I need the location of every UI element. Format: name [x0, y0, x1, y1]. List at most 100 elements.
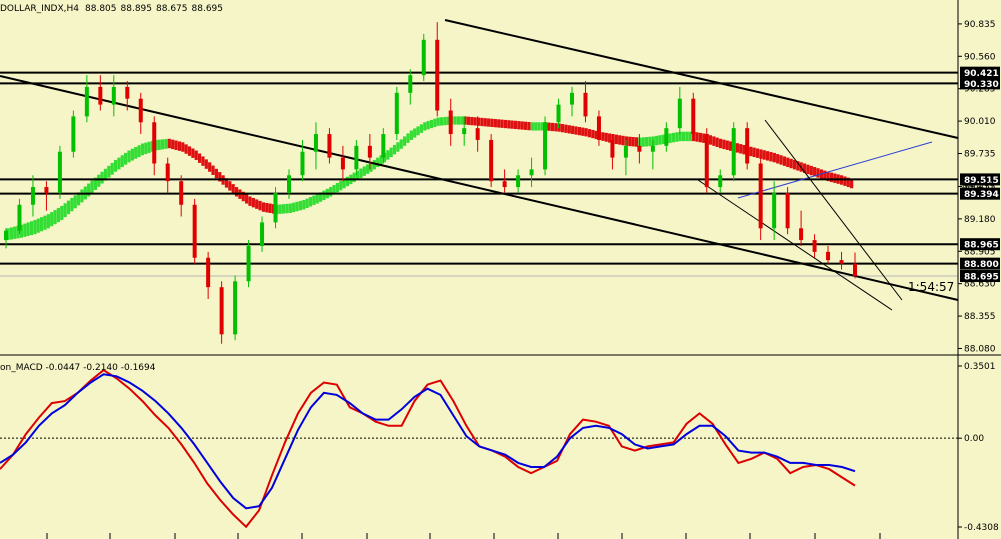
- macd-main-line: [0, 368, 856, 529]
- candle-body: [287, 175, 291, 193]
- candle-body: [489, 139, 494, 182]
- cloud-bar: [729, 141, 733, 151]
- candle-body: [475, 128, 480, 140]
- cloud-bar: [426, 121, 430, 130]
- cloud-bar: [702, 133, 706, 143]
- cloud-bar: [73, 195, 77, 209]
- cloud-bar: [396, 142, 400, 152]
- cloud-bar: [507, 120, 511, 129]
- cloud-bar: [110, 162, 114, 175]
- candle-body: [677, 98, 682, 129]
- cloud-bar: [759, 149, 763, 159]
- candle-body: [71, 116, 76, 152]
- candle-body: [192, 204, 197, 258]
- cloud-bar: [453, 116, 457, 125]
- price-tick-label: 88.630: [964, 280, 996, 290]
- cloud-bar: [335, 182, 339, 193]
- candle-body: [152, 122, 157, 164]
- candle-body: [448, 110, 453, 135]
- candle-body: [799, 228, 804, 241]
- candle-body: [233, 281, 238, 335]
- candle-body: [340, 157, 345, 170]
- candle-body: [516, 175, 521, 188]
- price-level-label: 88.965: [964, 241, 999, 251]
- cloud-bar: [251, 197, 255, 208]
- cloud-bar: [769, 152, 773, 162]
- cloud-bar: [184, 144, 188, 154]
- cloud-bar: [645, 137, 649, 147]
- cloud-bar: [419, 124, 424, 133]
- candle-body: [165, 163, 170, 182]
- cloud-bar: [218, 172, 222, 182]
- cloud-bar: [715, 137, 719, 148]
- cloud-bar: [103, 168, 108, 181]
- cloud-bar: [524, 121, 528, 130]
- cloud-bar: [571, 125, 575, 135]
- cloud-bar: [201, 156, 205, 166]
- cloud-bar: [527, 121, 531, 131]
- ohlc-close: 88.695: [192, 4, 224, 14]
- cloud-bar: [100, 171, 104, 184]
- candle-body: [125, 86, 130, 99]
- candle-body: [745, 128, 750, 164]
- candle-body: [219, 287, 224, 335]
- cloud-bar: [537, 122, 541, 131]
- candle-body: [570, 92, 574, 105]
- cloud-bar: [187, 146, 192, 156]
- cloud-bar: [766, 151, 770, 161]
- price-level-box: [960, 187, 1000, 200]
- cloud-bar: [843, 176, 847, 186]
- cloud-bar: [134, 147, 138, 159]
- cloud-bar: [540, 122, 545, 131]
- cloud-bar: [436, 117, 440, 126]
- cloud-bar: [322, 190, 326, 201]
- candle-body: [98, 86, 103, 105]
- cloud-bar: [779, 155, 783, 165]
- cloud-bar: [601, 132, 605, 141]
- candle-body: [650, 145, 655, 152]
- time-axis-ticks: [46, 533, 881, 539]
- candle-body: [394, 92, 399, 135]
- cloud-bar: [446, 116, 450, 125]
- cloud-bar: [157, 139, 161, 150]
- cloud-bar: [500, 119, 504, 128]
- price-tick-label: 90.010: [964, 117, 996, 127]
- cloud-bar: [403, 136, 407, 146]
- cloud-bar: [698, 132, 702, 143]
- candle-body: [17, 204, 22, 231]
- cloud-bar: [577, 126, 581, 136]
- cloud-bar: [557, 123, 561, 132]
- cloud-bar: [594, 130, 598, 140]
- candle-body: [556, 104, 561, 123]
- cloud-bar: [638, 137, 642, 148]
- cloud-bar: [107, 165, 111, 178]
- cloud-bar: [786, 157, 790, 168]
- price-tick-label: 89.180: [964, 215, 996, 225]
- cloud-bar: [366, 164, 370, 174]
- cloud-bar: [295, 201, 299, 212]
- cloud-bar: [581, 127, 585, 136]
- cloud-bar: [648, 136, 652, 147]
- cloud-bar: [823, 170, 827, 180]
- symbol-label: DOLLAR_INDX,H4: [0, 4, 79, 14]
- cloud-bar: [782, 156, 787, 166]
- cloud-bar: [439, 117, 444, 126]
- cloud-bar: [87, 183, 91, 197]
- candle-body: [812, 240, 817, 252]
- price-levels: 90.835 90.560 90.285 90.010 89.735 89.455 89.1…: [0, 20, 1000, 354]
- cloud-bar: [520, 121, 524, 130]
- cloud-bar: [567, 125, 571, 134]
- cloud-bar: [355, 170, 360, 180]
- cloud-bar: [258, 200, 262, 211]
- cloud-bar: [140, 143, 145, 156]
- candle-body: [596, 116, 601, 140]
- cloud-bar: [628, 136, 632, 147]
- cloud-bar: [298, 200, 303, 211]
- cloud-bar: [171, 139, 175, 150]
- cloud-bar: [352, 172, 356, 183]
- cloud-bar: [376, 157, 380, 168]
- candle-body: [529, 169, 534, 176]
- cloud-bar: [345, 176, 350, 187]
- cloud-bar: [318, 192, 323, 202]
